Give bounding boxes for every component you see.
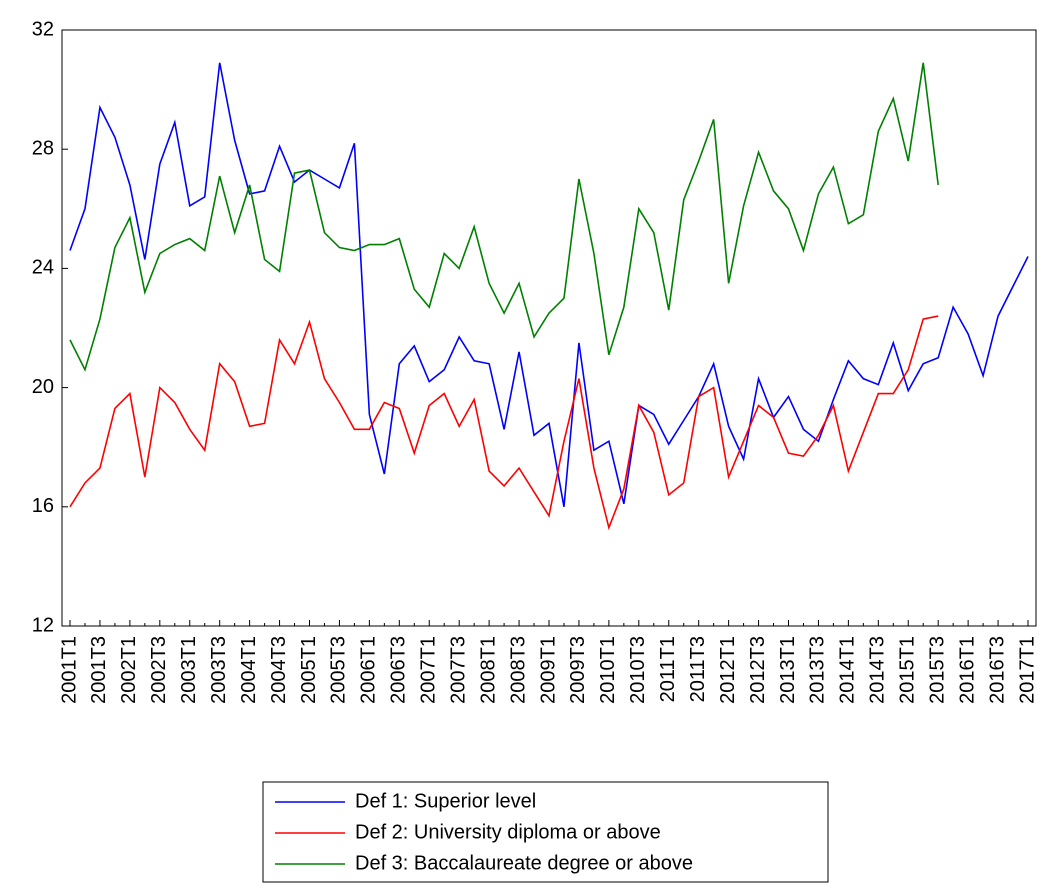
- x-tick-label: 2006T3: [388, 636, 410, 704]
- legend-label: Def 2: University diploma or above: [355, 821, 661, 843]
- x-tick-label: 2005T1: [298, 636, 320, 704]
- y-tick-label: 28: [32, 137, 54, 159]
- series-line: [69, 62, 939, 372]
- x-tick-label: 2001T3: [88, 636, 110, 704]
- x-tick-label: 2012T3: [747, 636, 769, 704]
- legend-box: [262, 781, 829, 883]
- x-tick-label: 2010T1: [597, 636, 619, 704]
- series-line: [69, 315, 939, 531]
- x-tick-label: 2016T3: [986, 636, 1008, 704]
- x-tick-label: 2013T1: [777, 636, 799, 704]
- x-tick-label: 2009T1: [537, 636, 559, 704]
- x-tick-label: 2011T1: [657, 636, 679, 702]
- x-tick-label: 2013T3: [807, 636, 829, 704]
- y-tick-label: 16: [32, 495, 54, 517]
- x-tick-label: 2002T3: [148, 636, 170, 704]
- x-tick-label: 2007T1: [418, 636, 440, 704]
- legend-label: Def 1: Superior level: [355, 790, 536, 812]
- legend-label: Def 3: Baccalaureate degree or above: [355, 852, 693, 874]
- y-tick-label: 12: [32, 614, 54, 636]
- x-tick-label: 2009T3: [567, 636, 589, 704]
- x-tick-label: 2006T1: [358, 636, 380, 704]
- x-tick-label: 2004T3: [268, 636, 290, 704]
- x-tick-label: 2014T3: [867, 636, 889, 704]
- x-tick-label: 2005T3: [328, 636, 350, 704]
- x-tick-label: 2008T1: [477, 636, 499, 704]
- y-tick-label: 32: [32, 18, 54, 40]
- x-tick-label: 2012T1: [717, 636, 739, 704]
- x-tick-label: 2015T1: [897, 636, 919, 704]
- x-tick-label: 2003T1: [178, 636, 200, 704]
- x-tick-label: 2004T1: [238, 636, 260, 704]
- x-tick-label: 2014T1: [837, 636, 859, 704]
- y-tick-label: 24: [32, 257, 54, 279]
- x-tick-label: 2007T3: [447, 636, 469, 704]
- plot-frame: [61, 29, 1037, 627]
- x-tick-label: 2008T3: [507, 636, 529, 704]
- y-tick-label: 20: [32, 376, 54, 398]
- x-tick-label: 2015T3: [926, 636, 948, 704]
- x-tick-label: 2010T3: [627, 636, 649, 704]
- x-tick-label: 2017T1: [1016, 636, 1038, 704]
- x-tick-label: 2002T1: [118, 636, 140, 704]
- x-tick-label: 2016T1: [956, 636, 978, 704]
- series-line: [69, 62, 1029, 507]
- x-tick-label: 2001T1: [58, 636, 80, 704]
- x-tick-label: 2003T3: [208, 636, 230, 704]
- x-tick-label: 2011T3: [687, 636, 709, 702]
